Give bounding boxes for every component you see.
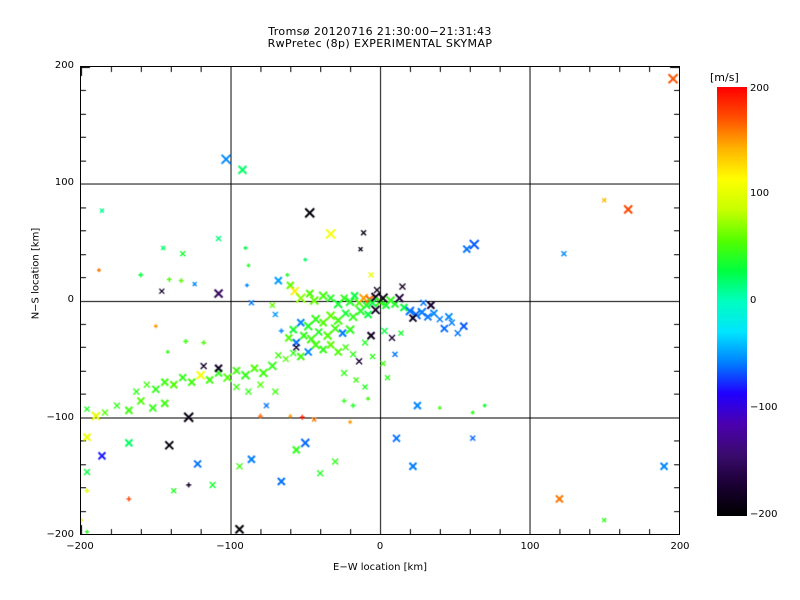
x-tick-label-m100: −100	[216, 541, 244, 552]
title-line-1: Tromsø 20120716 21:30:00−21:31:43	[268, 25, 492, 38]
colorbar-tick-0: 0	[750, 295, 757, 306]
y-tick-label-0: 0	[67, 294, 74, 305]
x-tick-label-200: 200	[670, 541, 690, 552]
figure-title: Tromsø 20120716 21:30:00−21:31:43 RwPret…	[80, 26, 680, 50]
colorbar-tick-200: 200	[750, 83, 770, 94]
y-tick-label-m100: −100	[46, 412, 74, 423]
colorbar-unit-label: [m/s]	[710, 71, 739, 84]
y-tick-label-m200: −200	[46, 529, 74, 540]
x-tick-label-m200: −200	[66, 541, 94, 552]
colorbar-tick-100: 100	[750, 188, 770, 199]
x-axis-label: E−W location [km]	[333, 562, 427, 573]
colorbar-tick-m100: −100	[750, 402, 778, 413]
skymap-plot-area	[80, 66, 680, 535]
colorbar-tick-m200: −200	[750, 509, 778, 520]
y-tick-label-200: 200	[54, 60, 74, 71]
x-tick-label-0: 0	[376, 541, 384, 552]
x-tick-label-100: 100	[520, 541, 540, 552]
scatter-plot-canvas	[81, 67, 679, 534]
y-axis-label: N−S location [km]	[30, 227, 42, 320]
y-tick-label-100: 100	[54, 177, 74, 188]
title-line-2: RwPretec (8p) EXPERIMENTAL SKYMAP	[267, 37, 493, 50]
colorbar-gradient	[717, 87, 747, 516]
